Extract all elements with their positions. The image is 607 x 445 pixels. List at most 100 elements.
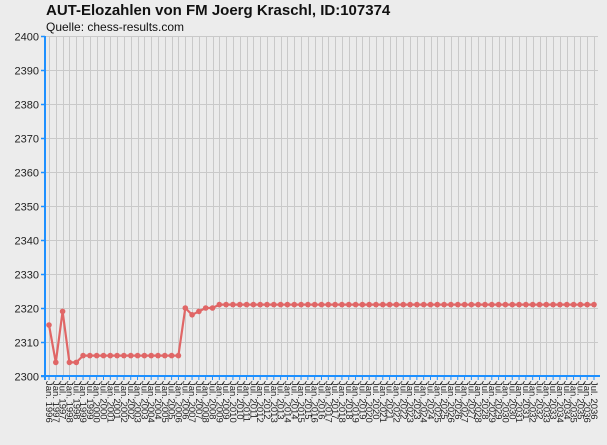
- elo-data-point: [407, 301, 413, 308]
- x-tick-label: Jul. 2015: [302, 381, 313, 420]
- elo-data-point: [455, 301, 461, 308]
- x-tick-label: Jul. 1999: [84, 381, 95, 420]
- x-tick-label: Jan. 2000: [91, 381, 102, 423]
- elo-data-point: [543, 301, 550, 308]
- x-tick-label: Jul. 2006: [179, 381, 190, 420]
- x-tick-label: Jan. 2012: [254, 381, 265, 423]
- x-tick-label: Jan. 2026: [445, 381, 456, 423]
- elo-data-point: [489, 301, 495, 308]
- x-tick-label: Jul. 2005: [166, 381, 177, 420]
- elo-data-point: [216, 301, 223, 308]
- elo-data-point: [271, 301, 277, 308]
- elo-data-point: [373, 301, 379, 308]
- x-tick-label: Jul. 1998: [70, 381, 81, 420]
- elo-data-point: [420, 301, 427, 308]
- y-tick-label: 2350: [15, 202, 39, 214]
- elo-data-point: [277, 301, 284, 308]
- elo-data-point: [495, 301, 502, 308]
- x-tick-label: Jan. 2016: [309, 381, 320, 423]
- elo-data-point: [311, 301, 318, 308]
- x-tick-label: Jan. 2014: [281, 381, 292, 423]
- elo-data-point: [305, 301, 311, 308]
- x-tick-label: Jan. 2008: [200, 381, 211, 423]
- elo-data-point: [584, 301, 590, 308]
- elo-data-point: [196, 308, 202, 315]
- y-tick-label: 2330: [15, 270, 39, 282]
- x-tick-label: Jan. 2033: [540, 381, 551, 423]
- elo-data-point: [427, 301, 434, 308]
- elo-data-point: [550, 301, 556, 308]
- y-tick-label: 2400: [15, 32, 39, 44]
- elo-data-point: [482, 301, 488, 308]
- x-tick-label: Jul. 2027: [465, 381, 476, 420]
- x-tick-label: Jan. 2022: [390, 381, 401, 423]
- x-tick-label: Jul. 2000: [98, 381, 109, 420]
- elo-data-point: [250, 301, 257, 308]
- y-tick-label: 2320: [15, 304, 39, 316]
- elo-data-point: [59, 308, 66, 315]
- elo-data-point: [162, 352, 168, 359]
- x-tick-label: Jul. 2019: [356, 381, 367, 420]
- elo-data-point: [400, 301, 407, 308]
- elo-data-point: [475, 301, 482, 308]
- x-tick-label: Jul. 2003: [138, 381, 149, 420]
- x-tick-label: Jul. 2010: [234, 381, 245, 420]
- x-tick-label: Jan. 2007: [186, 381, 197, 423]
- elo-data-point: [189, 312, 195, 318]
- x-tick-label: Jan. 2015: [295, 381, 306, 423]
- x-tick-label: Jul. 2017: [329, 381, 340, 420]
- elo-data-point: [529, 301, 536, 308]
- x-tick-label: Jan. 2013: [268, 381, 279, 423]
- x-tick-label: Jan. 1998: [63, 381, 74, 423]
- elo-data-point: [93, 352, 100, 359]
- x-tick-label: Jul. 2036: [588, 381, 599, 420]
- x-tick-label: Jan. 2011: [241, 381, 252, 422]
- x-tick-label: Jul. 2026: [452, 381, 463, 420]
- x-tick-label: Jul. 2016: [316, 381, 327, 420]
- elo-data-point: [209, 305, 216, 311]
- y-tick-label: 2310: [15, 338, 39, 350]
- elo-data-point: [46, 322, 52, 328]
- elo-data-point: [298, 301, 304, 308]
- x-tick-label: Jan. 2028: [472, 381, 483, 423]
- elo-data-point: [577, 301, 584, 308]
- x-tick-label: Jan. 1997: [50, 381, 61, 423]
- elo-data-point: [257, 301, 264, 308]
- y-tick-label: 2380: [15, 100, 39, 112]
- elo-data-point: [557, 301, 563, 308]
- elo-data-point: [128, 352, 134, 359]
- x-tick-label: Jan. 1996: [43, 381, 54, 423]
- elo-data-point: [284, 301, 291, 308]
- x-tick-label: Jul. 2022: [397, 381, 408, 420]
- x-tick-label: Jan. 2034: [554, 381, 565, 423]
- elo-data-point: [168, 352, 175, 359]
- x-tick-label: Jul. 2009: [220, 381, 231, 420]
- x-tick-label: Jul. 2025: [438, 381, 449, 420]
- elo-data-point: [107, 352, 114, 359]
- elo-data-point: [175, 352, 182, 359]
- elo-data-point: [148, 352, 154, 359]
- x-tick-label: Jul. 2029: [493, 381, 504, 420]
- elo-data-point: [523, 301, 529, 308]
- x-tick-label: Jul. 2032: [534, 381, 545, 420]
- elo-data-point: [536, 301, 543, 308]
- elo-data-point: [564, 301, 570, 308]
- x-tick-label: Jul. 2031: [520, 381, 531, 420]
- elo-data-point: [66, 359, 73, 366]
- x-tick-label: Jul. 2030: [506, 381, 517, 420]
- x-tick-label: Jul. 2001: [111, 381, 122, 420]
- elo-data-point: [346, 301, 352, 308]
- x-tick-label: Jan. 2010: [227, 381, 238, 423]
- x-tick-label: Jul. 2023: [411, 381, 422, 420]
- x-tick-label: Jan. 2031: [513, 381, 524, 423]
- x-tick-label: Jan. 2021: [377, 381, 388, 423]
- x-tick-label: Jan. 2009: [213, 381, 224, 423]
- elo-data-point: [318, 301, 325, 308]
- x-tick-label: Jul. 2014: [288, 381, 299, 420]
- x-tick-label: Jan. 2017: [322, 381, 333, 423]
- x-tick-label: Jan. 1999: [77, 381, 88, 423]
- elo-data-point: [223, 301, 229, 308]
- elo-data-point: [73, 359, 80, 366]
- elo-data-point: [264, 301, 270, 308]
